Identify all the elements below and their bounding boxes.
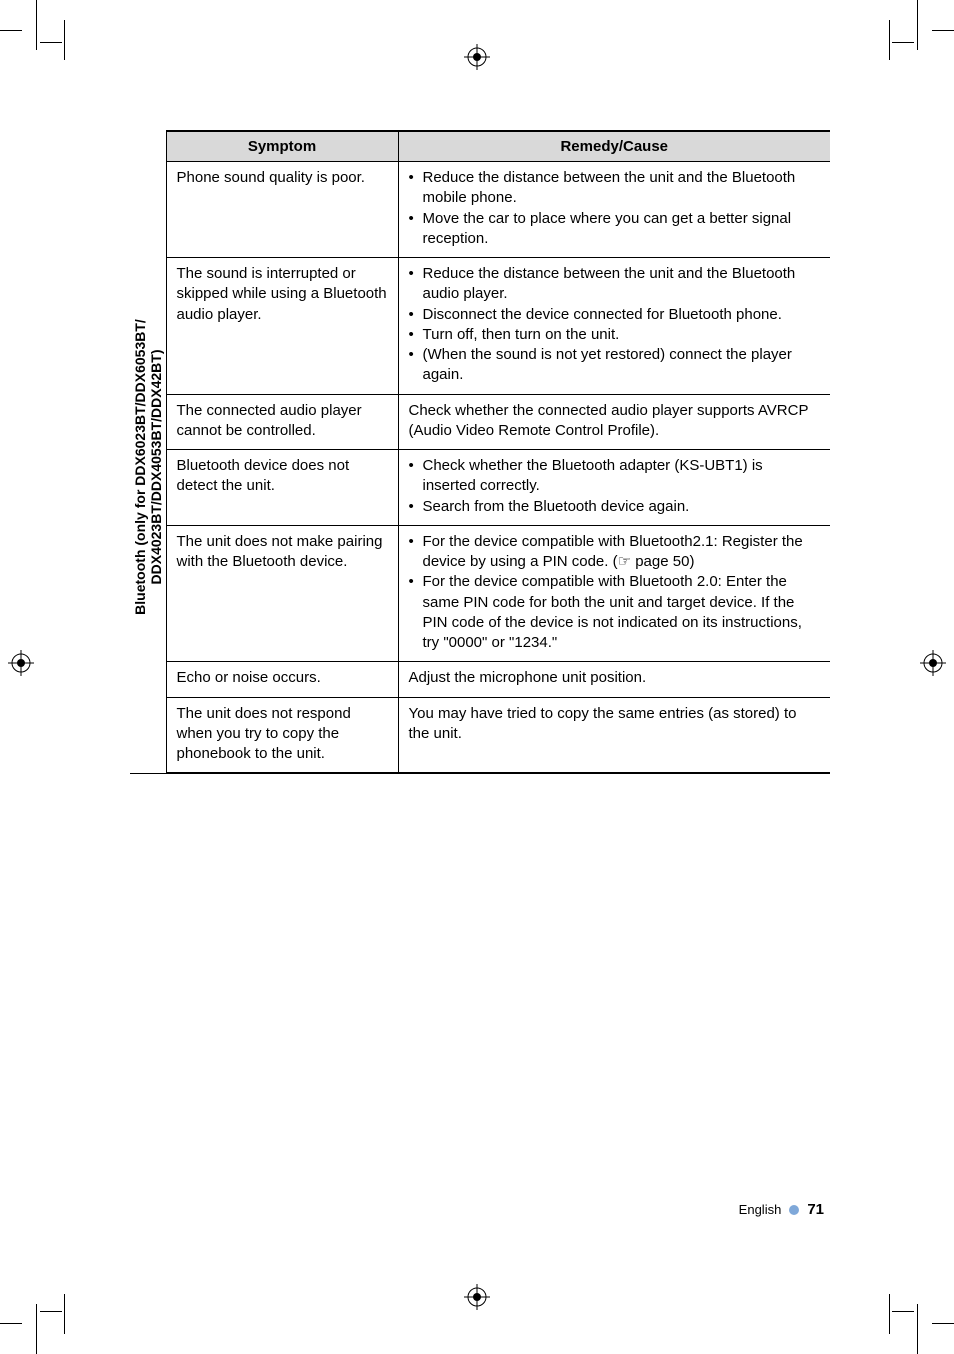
remedy-item: (When the sound is not yet restored) con… [409, 345, 821, 386]
page-footer: English 71 [739, 1201, 824, 1218]
registration-mark-icon [464, 1284, 490, 1310]
remedy-cell: Reduce the distance between the unit and… [398, 162, 830, 258]
remedy-item: Reduce the distance between the unit and… [409, 168, 821, 209]
symptom-cell: Phone sound quality is poor. [166, 162, 398, 258]
remedy-cell: Reduce the distance between the unit and… [398, 258, 830, 395]
registration-mark-icon [464, 44, 490, 70]
category-label: Bluetooth (only for DDX6023BT/DDX6053BT/… [132, 107, 164, 827]
table-row: The connected audio player cannot be con… [130, 394, 830, 450]
table-row: The unit does not respond when you try t… [130, 697, 830, 773]
remedy-cell: Check whether the connected audio player… [398, 394, 830, 450]
footer-page-number: 71 [807, 1201, 824, 1218]
symptom-header: Symptom [166, 131, 398, 162]
remedy-cell: For the device compatible with Bluetooth… [398, 525, 830, 662]
remedy-item: For the device compatible with Bluetooth… [409, 572, 821, 653]
remedy-item: Check whether the Bluetooth adapter (KS-… [409, 456, 821, 497]
symptom-cell: The connected audio player cannot be con… [166, 394, 398, 450]
category-cell: Bluetooth (only for DDX6023BT/DDX6053BT/… [130, 162, 166, 774]
registration-mark-icon [920, 650, 946, 676]
table-row: Echo or noise occurs. Adjust the microph… [130, 662, 830, 697]
remedy-item: For the device compatible with Bluetooth… [409, 532, 821, 573]
table-row: The unit does not make pairing with the … [130, 525, 830, 662]
remedy-item: Turn off, then turn on the unit. [409, 325, 821, 345]
footer-language: English [739, 1202, 782, 1217]
table-row: Bluetooth device does not detect the uni… [130, 450, 830, 526]
remedy-item: Disconnect the device connected for Blue… [409, 305, 821, 325]
remedy-header: Remedy/Cause [398, 131, 830, 162]
troubleshooting-table: Symptom Remedy/Cause Bluetooth (only for… [130, 130, 830, 774]
remedy-item: Search from the Bluetooth device again. [409, 497, 821, 517]
remedy-cell: Adjust the microphone unit position. [398, 662, 830, 697]
remedy-item: Reduce the distance between the unit and… [409, 264, 821, 305]
troubleshooting-table-container: Symptom Remedy/Cause Bluetooth (only for… [130, 130, 830, 774]
remedy-cell: You may have tried to copy the same entr… [398, 697, 830, 773]
symptom-cell: The unit does not respond when you try t… [166, 697, 398, 773]
symptom-cell: The sound is interrupted or skipped whil… [166, 258, 398, 395]
table-row: Bluetooth (only for DDX6023BT/DDX6053BT/… [130, 162, 830, 258]
remedy-cell: Check whether the Bluetooth adapter (KS-… [398, 450, 830, 526]
footer-dot-icon [789, 1205, 799, 1215]
symptom-cell: Bluetooth device does not detect the uni… [166, 450, 398, 526]
registration-mark-icon [8, 650, 34, 676]
symptom-cell: Echo or noise occurs. [166, 662, 398, 697]
table-row: The sound is interrupted or skipped whil… [130, 258, 830, 395]
symptom-cell: The unit does not make pairing with the … [166, 525, 398, 662]
remedy-item: Move the car to place where you can get … [409, 209, 821, 250]
